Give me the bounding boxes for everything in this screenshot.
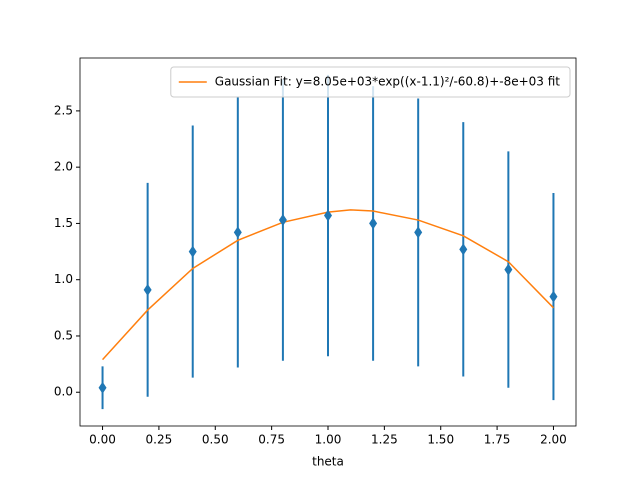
y-tick-label: 1.5 xyxy=(54,216,73,230)
x-tick-label: 0.50 xyxy=(202,433,229,447)
x-tick-label: 0.00 xyxy=(89,433,116,447)
axes-frame xyxy=(79,57,577,427)
x-axis-label: theta xyxy=(312,455,344,469)
marker xyxy=(188,245,197,258)
x-tick-label: 1.75 xyxy=(484,433,511,447)
marker xyxy=(549,290,558,303)
x-tick-label: 0.25 xyxy=(146,433,173,447)
fit-line xyxy=(101,209,554,361)
marker xyxy=(369,217,378,230)
legend: Gaussian Fit: y=8.05e+03*exp((x-1.1)²/-6… xyxy=(170,66,571,98)
marker xyxy=(143,283,152,296)
marker xyxy=(504,263,513,276)
x-tick-label: 1.25 xyxy=(371,433,398,447)
y-tick-label: 0.0 xyxy=(54,385,73,399)
y-tick-label: 0.5 xyxy=(54,328,73,342)
marker xyxy=(324,209,332,222)
marker xyxy=(459,243,468,256)
marker xyxy=(278,214,287,227)
y-tick-label: 2.0 xyxy=(54,160,73,174)
plot-area xyxy=(98,74,558,410)
y-tick-label: 2.5 xyxy=(54,103,73,117)
x-tick-label: 1.50 xyxy=(427,433,454,447)
x-tick-label: 2.00 xyxy=(540,433,567,447)
legend-box xyxy=(170,66,571,98)
marker xyxy=(414,226,423,239)
marker xyxy=(233,226,242,239)
marker xyxy=(98,381,107,394)
legend-label: Gaussian Fit: y=8.05e+03*exp((x-1.1)²/-6… xyxy=(215,75,561,89)
x-tick-label: 1.00 xyxy=(315,433,342,447)
x-tick-label: 0.75 xyxy=(258,433,285,447)
y-tick-label: 1.0 xyxy=(54,272,73,286)
